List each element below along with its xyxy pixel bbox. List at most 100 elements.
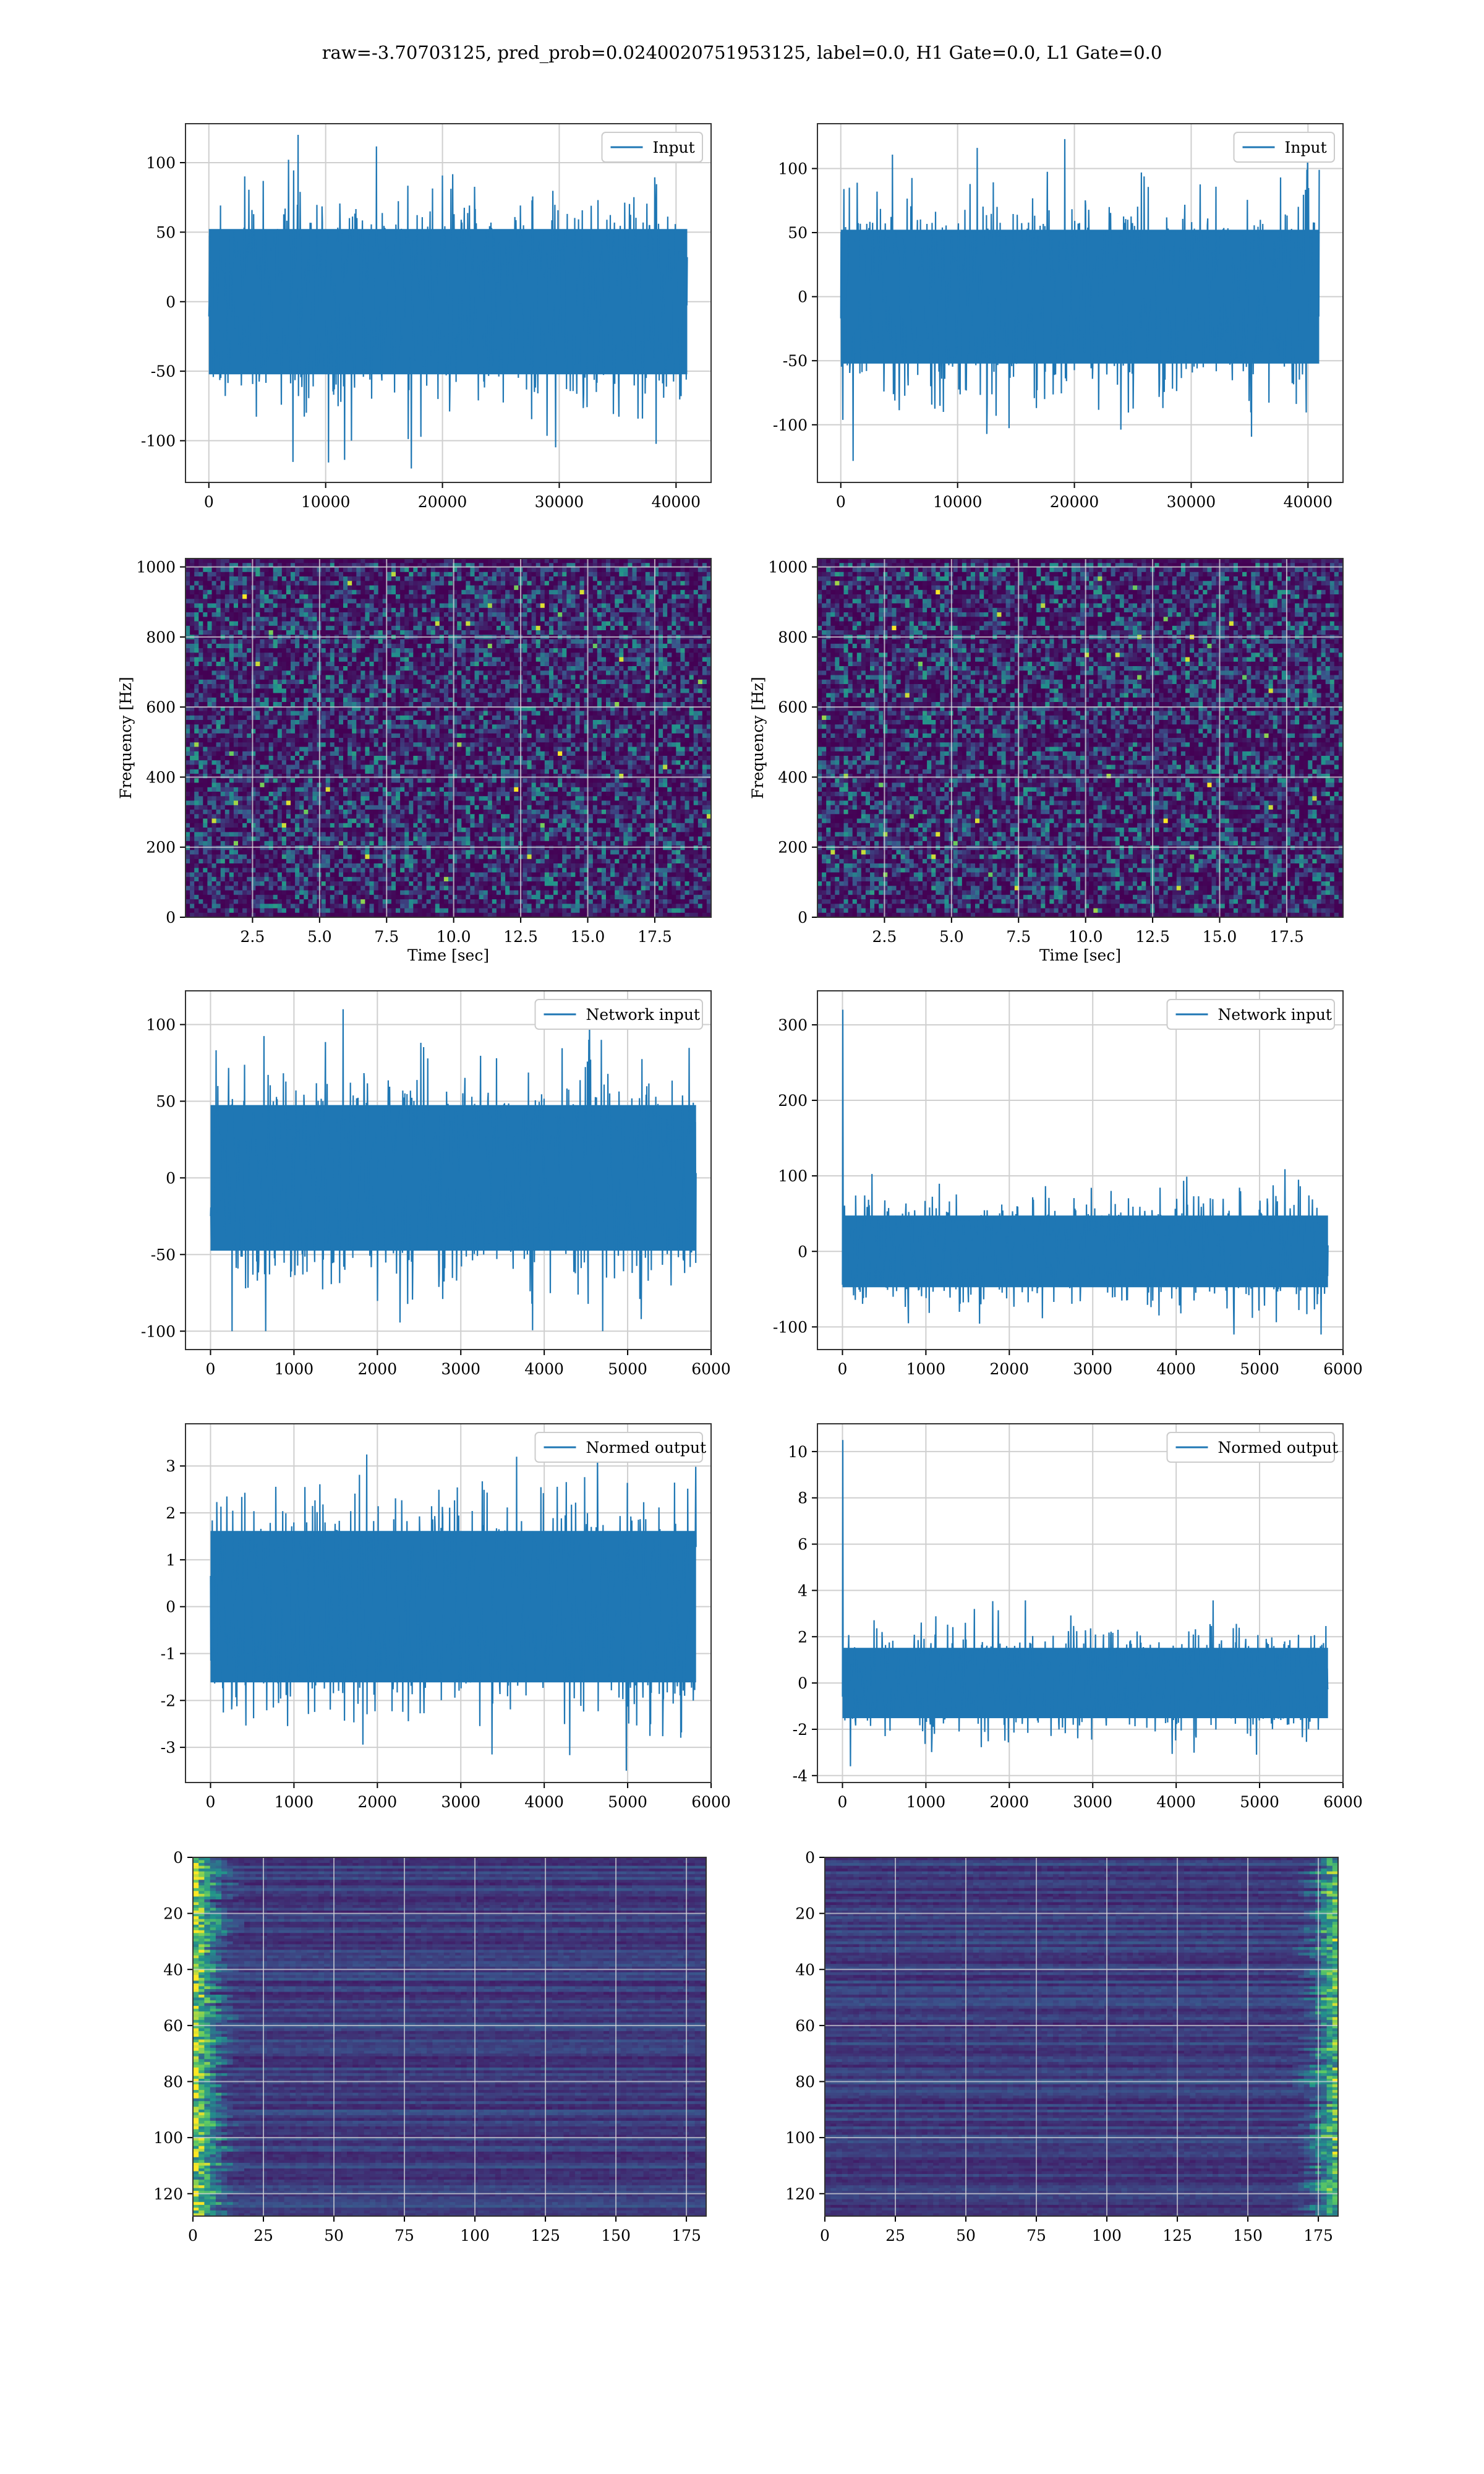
heatmap-cell <box>335 644 339 649</box>
heatmap-cell <box>299 670 304 675</box>
heatmap-cell <box>387 617 392 622</box>
heatmap-cell <box>431 675 436 680</box>
heatmap-cell <box>444 693 449 698</box>
heatmap-cell <box>234 568 239 573</box>
heatmap-cell <box>330 657 335 662</box>
heatmap-cell <box>422 594 427 599</box>
heatmap-cell <box>680 586 685 591</box>
heatmap-cell <box>400 662 405 667</box>
heatmap-cell <box>391 622 396 627</box>
heatmap-cell <box>387 662 392 667</box>
heatmap-cell <box>387 644 392 649</box>
heatmap-cell <box>527 693 532 698</box>
heatmap-cell <box>466 657 471 662</box>
heatmap-cell <box>623 576 628 581</box>
heatmap-cell <box>203 608 208 613</box>
heatmap-cell <box>694 653 699 657</box>
heatmap-cell <box>475 680 480 685</box>
heatmap-cell <box>615 693 620 698</box>
heatmap-cell <box>562 559 567 563</box>
heatmap-cell <box>680 626 685 631</box>
heatmap-cell <box>422 662 427 667</box>
heatmap-cell <box>685 688 690 693</box>
heatmap-cell <box>461 688 466 693</box>
heatmap-cell <box>540 684 545 689</box>
heatmap-cell <box>440 698 445 703</box>
heatmap-cell <box>265 693 270 698</box>
heatmap-cell <box>562 581 567 586</box>
heatmap-cell <box>348 648 352 653</box>
heatmap-cell <box>260 568 265 573</box>
heatmap-cell <box>229 640 234 644</box>
heatmap-cell <box>610 590 615 595</box>
heatmap-cell <box>431 666 436 671</box>
heatmap-cell <box>391 670 396 675</box>
heatmap-cell <box>413 684 418 689</box>
heatmap-cell <box>505 586 510 591</box>
heatmap-cell <box>479 684 484 689</box>
heatmap-cell <box>194 648 199 653</box>
heatmap-cell <box>203 594 208 599</box>
heatmap-cell <box>659 608 663 613</box>
heatmap-cell <box>440 670 445 675</box>
heatmap-cell <box>514 612 519 617</box>
heatmap-cell <box>391 653 396 657</box>
heatmap-cell <box>549 594 554 599</box>
heatmap-cell <box>522 568 527 573</box>
heatmap-cell <box>545 630 550 635</box>
heatmap-cell <box>514 702 519 707</box>
heatmap-cell <box>536 612 541 617</box>
heatmap-cell <box>203 630 208 635</box>
heatmap-cell <box>566 693 571 698</box>
heatmap-cell <box>702 599 707 604</box>
heatmap-cell <box>497 702 501 707</box>
heatmap-cell <box>497 581 501 586</box>
heatmap-cell <box>330 688 335 693</box>
heatmap-cell <box>221 644 226 649</box>
heatmap-cell <box>448 684 453 689</box>
heatmap-cell <box>273 630 278 635</box>
heatmap-cell <box>702 576 707 581</box>
heatmap-cell <box>255 626 260 631</box>
heatmap-cell <box>444 612 449 617</box>
heatmap-cell <box>659 576 663 581</box>
heatmap-cell <box>444 657 449 662</box>
heatmap-cell <box>479 675 484 680</box>
heatmap-cell <box>470 626 475 631</box>
heatmap-cell <box>510 608 514 613</box>
heatmap-cell <box>597 612 602 617</box>
heatmap-cell <box>387 698 392 703</box>
heatmap-cell <box>702 581 707 586</box>
heatmap-cell <box>527 684 532 689</box>
heatmap-cell <box>659 670 663 675</box>
heatmap-cell <box>628 586 633 591</box>
heatmap-cell <box>641 644 646 649</box>
heatmap-cell <box>540 586 545 591</box>
heatmap-cell <box>229 670 234 675</box>
heatmap-cell <box>295 608 300 613</box>
heatmap-cell <box>610 594 615 599</box>
heatmap-cell <box>501 559 506 563</box>
heatmap-cell <box>637 675 642 680</box>
heatmap-cell <box>466 590 471 595</box>
heatmap-cell <box>505 630 510 635</box>
heatmap-cell <box>304 612 309 617</box>
heatmap-cell <box>348 640 352 644</box>
heatmap-cell <box>356 670 361 675</box>
heatmap-cell <box>299 594 304 599</box>
heatmap-cell <box>400 666 405 671</box>
heatmap-cell <box>448 644 453 649</box>
heatmap-cell <box>194 626 199 631</box>
heatmap-cell <box>370 630 375 635</box>
heatmap-cell <box>431 626 436 631</box>
heatmap-cell <box>558 568 563 573</box>
heatmap-cell <box>571 608 576 613</box>
heatmap-cell <box>404 662 409 667</box>
heatmap-cell <box>619 594 624 599</box>
heatmap-cell <box>440 640 445 644</box>
heatmap-cell <box>623 657 628 662</box>
heatmap-cell <box>190 612 195 617</box>
heatmap-cell <box>667 568 672 573</box>
heatmap-cell <box>299 666 304 671</box>
heatmap-cell <box>553 702 558 707</box>
